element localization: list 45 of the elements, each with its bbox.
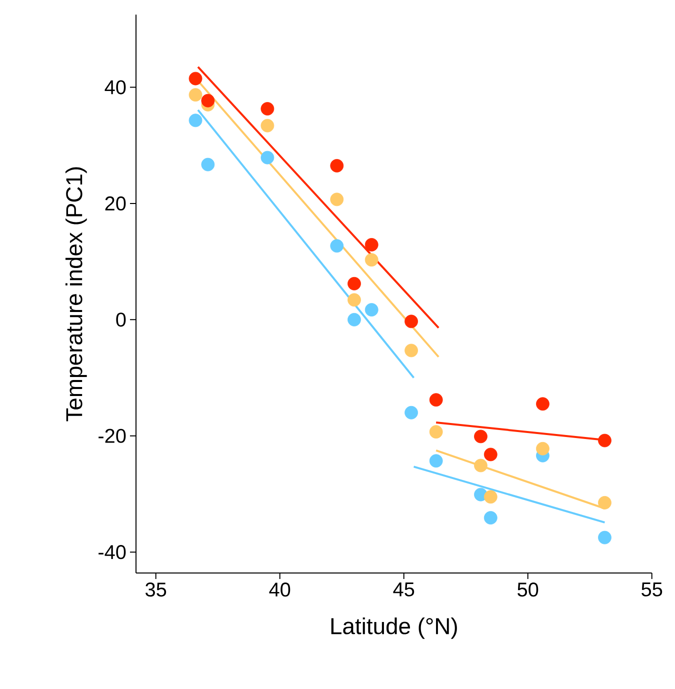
point <box>429 454 443 468</box>
point <box>404 314 418 328</box>
point <box>474 458 488 472</box>
point <box>348 293 361 307</box>
point <box>330 192 344 206</box>
y-tick-label: -40 <box>98 545 126 560</box>
x-axis-title: Latitude (°N) <box>331 617 457 639</box>
point <box>598 496 612 510</box>
point <box>260 102 274 116</box>
point <box>474 430 488 444</box>
y-axis-title: Temperature index (PC1) <box>65 167 87 422</box>
y-tick-label: 20 <box>105 196 126 211</box>
y-tick-label: -20 <box>98 428 126 443</box>
point <box>429 393 443 407</box>
point <box>260 118 274 132</box>
point <box>536 442 550 456</box>
point <box>484 448 498 462</box>
y-tick-label: 40 <box>104 80 126 94</box>
point <box>598 530 612 544</box>
point <box>484 490 498 504</box>
x-tick-label: 50 <box>518 582 538 597</box>
point <box>364 253 378 267</box>
point <box>330 159 344 172</box>
point <box>201 158 215 172</box>
x-tick-label: 35 <box>146 582 166 597</box>
point <box>536 397 550 411</box>
x-tick-label: 40 <box>269 582 290 597</box>
point <box>429 425 443 439</box>
point <box>484 511 498 525</box>
point <box>330 239 344 253</box>
point <box>364 303 378 317</box>
point <box>598 434 612 448</box>
point <box>260 150 274 164</box>
point <box>404 406 418 420</box>
point <box>188 114 202 128</box>
point <box>188 72 202 86</box>
point <box>348 276 361 290</box>
x-tick-label: 55 <box>642 582 662 596</box>
point <box>188 88 202 102</box>
point <box>404 344 418 358</box>
x-tick-label: 45 <box>393 582 414 596</box>
point <box>364 238 378 252</box>
point <box>201 94 215 108</box>
point <box>348 312 361 326</box>
y-tick-label: 0 <box>116 312 126 327</box>
